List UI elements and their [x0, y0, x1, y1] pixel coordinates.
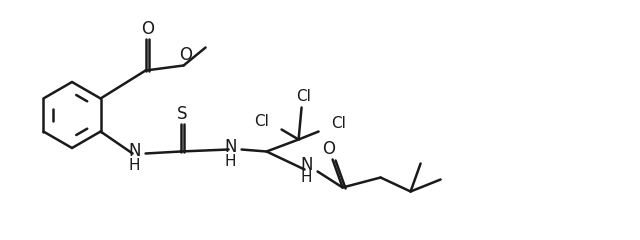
Text: N: N: [225, 138, 237, 156]
Text: H: H: [301, 170, 312, 185]
Text: H: H: [129, 158, 140, 173]
Text: N: N: [300, 156, 313, 174]
Text: O: O: [322, 140, 335, 158]
Text: Cl: Cl: [296, 89, 311, 104]
Text: Cl: Cl: [331, 116, 346, 131]
Text: O: O: [179, 47, 192, 65]
Text: Cl: Cl: [254, 114, 269, 129]
Text: S: S: [177, 104, 188, 122]
Text: N: N: [129, 143, 141, 161]
Text: H: H: [225, 154, 236, 169]
Text: O: O: [141, 19, 154, 37]
